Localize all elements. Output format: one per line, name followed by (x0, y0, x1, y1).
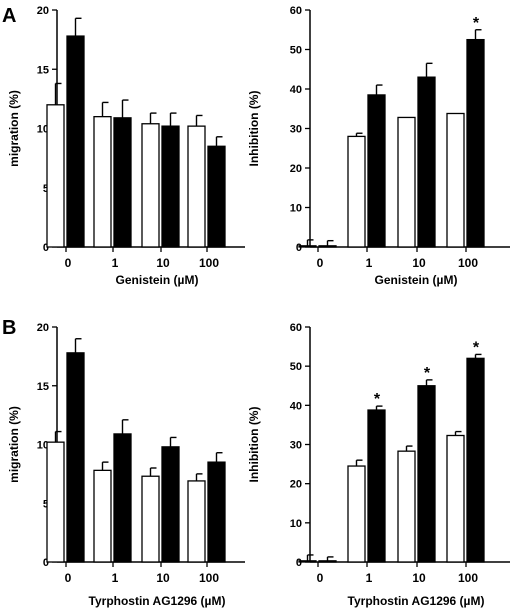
bar-filled (113, 117, 132, 248)
bar-filled (161, 446, 180, 563)
bar-open (347, 465, 366, 563)
y-tick-label: 60 (290, 322, 302, 334)
panel-letter-a: A (2, 5, 16, 27)
x-tick-label: 100 (199, 571, 219, 585)
y-tick-label: 5 (43, 183, 49, 195)
y-axis-label: Inhibition (%) (247, 407, 261, 483)
bar-open (298, 245, 317, 248)
y-tick-label: 15 (37, 64, 49, 76)
significance-star: * (473, 15, 480, 32)
bar-open (397, 116, 416, 248)
x-tick-label: 10 (412, 256, 426, 270)
x-tick-label: 100 (458, 256, 478, 270)
y-axis-label: Inhibition (%) (247, 91, 261, 167)
bar-open (298, 560, 317, 563)
y-tick-label: 10 (290, 518, 302, 530)
x-tick-label: 1 (112, 256, 119, 270)
y-tick-label: 20 (37, 322, 49, 334)
chart-2: 0 10 20 30 40 50 60 0 1 10 100 * Genistein (µM) Inhib… (247, 5, 510, 287)
bar-filled (417, 76, 436, 248)
y-tick-label: 10 (37, 124, 49, 136)
bar-filled (466, 38, 485, 248)
y-tick-label: 40 (290, 400, 302, 412)
x-axis-label: Genistein (µM) (116, 273, 199, 287)
y-tick-label: 0 (296, 242, 302, 254)
x-tick-label: 0 (65, 571, 72, 585)
bar-filled (417, 385, 436, 563)
bar-open (93, 116, 112, 248)
y-tick-label: 5 (43, 498, 49, 510)
x-tick-label: 10 (412, 571, 426, 585)
y-tick-label: 20 (290, 163, 302, 175)
y-tick-label: 10 (290, 203, 302, 215)
bar-open (46, 104, 65, 248)
y-tick-label: 50 (290, 361, 302, 373)
x-axis-label: Genistein (µM) (375, 273, 458, 287)
panel-letter-b: B (2, 317, 16, 339)
bar-open (187, 125, 206, 248)
y-tick-label: 30 (290, 440, 302, 452)
bar-filled (113, 433, 132, 563)
bar-open (397, 450, 416, 563)
x-tick-label: 1 (366, 256, 373, 270)
bar-filled (66, 35, 85, 248)
y-tick-label: 0 (296, 557, 302, 569)
x-axis-label: Tyrphostin AG1296 (µM) (348, 594, 485, 608)
bar-filled (66, 352, 85, 563)
x-tick-label: 1 (112, 571, 119, 585)
bar-filled (207, 145, 226, 248)
bar-open (141, 123, 160, 248)
bar-filled (207, 461, 226, 563)
x-tick-label: 1 (366, 571, 373, 585)
y-tick-label: 10 (37, 440, 49, 452)
x-tick-label: 0 (317, 256, 324, 270)
x-axis-label: Tyrphostin AG1296 (µM) (89, 594, 226, 608)
x-tick-label: 100 (458, 571, 478, 585)
bar-open (93, 469, 112, 563)
significance-star: * (473, 339, 480, 356)
y-tick-label: 20 (290, 479, 302, 491)
chart-4: 0 10 20 30 40 50 60 0 1 * 10 * 100 * Tyrphostin AG1296… (247, 322, 510, 608)
bar-filled (367, 409, 386, 563)
x-tick-label: 0 (317, 571, 324, 585)
y-tick-label: 60 (290, 5, 302, 17)
bar-open (446, 112, 465, 248)
significance-star: * (374, 391, 381, 408)
y-tick-label: 30 (290, 124, 302, 136)
chart-3: 0 5 10 15 20 0 1 10 100 Tyrphostin AG1296 (µM) mig… (7, 322, 245, 608)
x-tick-label: 0 (65, 256, 72, 270)
y-tick-label: 20 (37, 5, 49, 17)
bar-filled (466, 357, 485, 563)
bar-filled (367, 94, 386, 248)
y-axis-label: migration (%) (7, 406, 21, 483)
bar-open (141, 475, 160, 563)
y-axis-label: migration (%) (7, 90, 21, 167)
y-tick-label: 40 (290, 84, 302, 96)
bar-filled (161, 125, 180, 248)
bar-filled (318, 245, 337, 248)
x-tick-label: 10 (156, 256, 170, 270)
y-tick-label: 50 (290, 45, 302, 57)
bar-open (446, 434, 465, 563)
bar-filled (318, 560, 337, 563)
significance-star: * (424, 365, 431, 382)
bar-open (46, 441, 65, 563)
bar-open (187, 480, 206, 563)
y-tick-label: 0 (43, 557, 49, 569)
bar-open (347, 135, 366, 248)
y-tick-label: 15 (37, 381, 49, 393)
x-tick-label: 100 (199, 256, 219, 270)
x-tick-label: 10 (156, 571, 170, 585)
y-tick-label: 0 (43, 242, 49, 254)
